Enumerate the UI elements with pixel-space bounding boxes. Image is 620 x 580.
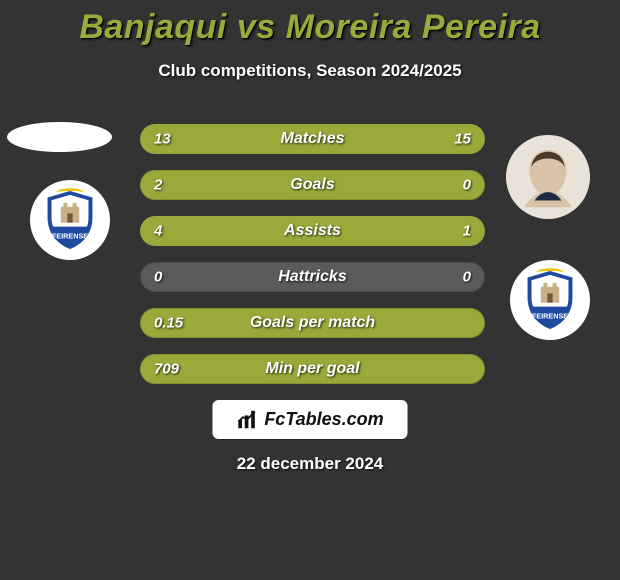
stat-label: Hattricks — [278, 268, 346, 286]
stat-row: 4 Assists 1 — [140, 216, 485, 246]
bars-icon — [236, 409, 258, 431]
stat-value-left: 13 — [154, 131, 171, 148]
crest-icon: FEIRENSE — [517, 267, 583, 333]
player-right-avatar — [506, 135, 590, 219]
stat-label: Goals per match — [250, 314, 375, 332]
face-icon — [506, 135, 590, 219]
brand-label: FcTables.com — [264, 409, 383, 430]
stats-container: 13 Matches 15 2 Goals 0 4 Assists 1 0 Hattricks 0 0.… — [140, 124, 485, 400]
stat-value-left: 709 — [154, 361, 179, 378]
stat-value-right: 15 — [454, 131, 471, 148]
stat-row: 0 Hattricks 0 — [140, 262, 485, 292]
stat-value-left: 0.15 — [154, 315, 183, 332]
stat-value-left: 4 — [154, 223, 162, 240]
stat-row: 2 Goals 0 — [140, 170, 485, 200]
stat-label: Assists — [284, 222, 341, 240]
brand-badge: FcTables.com — [213, 400, 408, 439]
stat-label: Min per goal — [265, 360, 359, 378]
bar-fill-left — [140, 216, 416, 246]
stat-label: Matches — [280, 130, 344, 148]
stat-value-left: 0 — [154, 269, 162, 286]
club-crest-right: FEIRENSE — [510, 260, 590, 340]
stat-value-right: 0 — [463, 177, 471, 194]
stat-row: 13 Matches 15 — [140, 124, 485, 154]
stat-value-left: 2 — [154, 177, 162, 194]
stat-label: Goals — [290, 176, 334, 194]
club-crest-left: FEIRENSE — [30, 180, 110, 260]
stat-value-right: 0 — [463, 269, 471, 286]
svg-text:FEIRENSE: FEIRENSE — [532, 311, 568, 320]
player-left-avatar — [7, 122, 112, 152]
season-subtitle: Club competitions, Season 2024/2025 — [0, 61, 620, 81]
stat-row: 709 Min per goal — [140, 354, 485, 384]
date-label: 22 december 2024 — [0, 454, 620, 474]
bar-fill-right — [416, 216, 485, 246]
svg-text:FEIRENSE: FEIRENSE — [52, 231, 88, 240]
comparison-title: Banjaqui vs Moreira Pereira — [0, 0, 620, 47]
stat-row: 0.15 Goals per match — [140, 308, 485, 338]
stat-value-right: 1 — [463, 223, 471, 240]
crest-icon: FEIRENSE — [37, 187, 103, 253]
